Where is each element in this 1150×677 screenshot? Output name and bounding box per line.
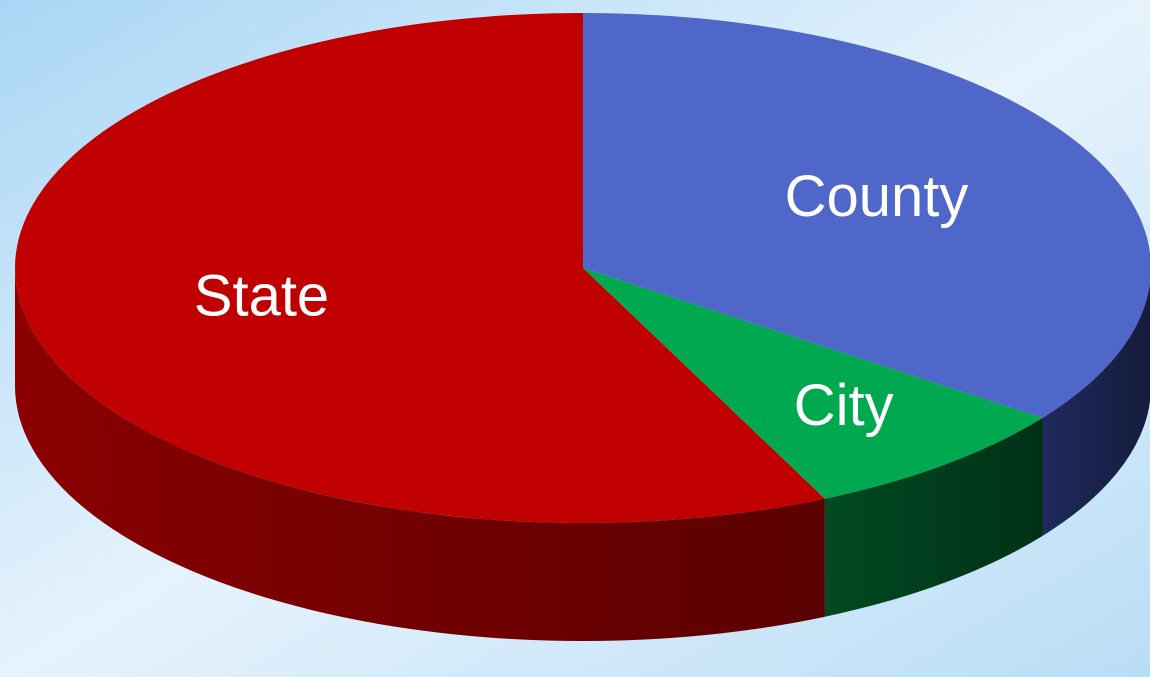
- pie-side-shade: [15, 268, 825, 641]
- pie-side-shade: [824, 417, 1043, 617]
- pie-tops: [15, 13, 1150, 523]
- pie-slice: [583, 268, 1043, 499]
- pie-labels: County City State: [194, 164, 969, 438]
- pie-slice: [15, 13, 825, 523]
- pie-side-shade: [1042, 282, 1150, 536]
- slice-label: City: [794, 373, 894, 438]
- slice-label: County: [785, 164, 969, 229]
- pie-slice: [583, 13, 1150, 418]
- pie-sides: [15, 268, 1150, 641]
- slice-label: State: [194, 264, 329, 329]
